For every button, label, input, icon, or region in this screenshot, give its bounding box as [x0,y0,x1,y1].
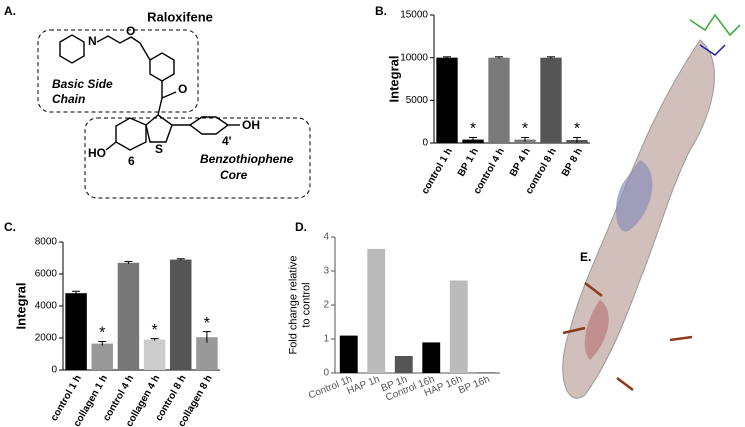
phenol [188,116,230,135]
y-tick-label: 0 [422,138,428,149]
y-tick-label: 15000 [400,10,428,21]
x-tick-label: BP 8 h [560,146,585,178]
y-tick-label: 4000 [35,301,58,312]
atom: N [88,34,97,48]
y-axis-label: Integral [13,283,28,330]
side-chain-label: Basic Side [52,77,113,91]
atom: 4' [222,134,232,148]
panel-label: C. [4,220,16,234]
y-tick-label: 2 [323,300,329,311]
bar [477,372,496,373]
y-tick-label: 0 [323,368,329,379]
core-label: Core [220,168,248,182]
y-tick-label: 10000 [400,52,428,63]
atom: O [178,82,187,96]
molecule-surface [562,13,741,399]
bar [196,337,218,370]
y-tick-label: 2000 [35,333,58,344]
bar [449,280,468,373]
significance-mark: * [522,121,528,138]
x-tick-label: BP 16h [457,374,491,396]
core-label: Benzothiophene [200,152,294,166]
atom: HO [88,146,106,160]
side-chain-box [37,29,199,113]
bar [143,339,166,370]
structure-title: Raloxifene [147,9,213,24]
bar [170,259,192,370]
significance-mark: * [204,315,210,332]
benzo [115,117,147,151]
significance-mark: * [574,121,580,138]
atom: OH [242,118,260,132]
y-tick-label: 0 [51,365,57,376]
bar [488,57,510,143]
x-tick-label: BP 1 h [456,146,481,178]
structure: Raloxifene N O O S OH 4' HO 6 Basic Side… [37,9,311,199]
bar [367,248,386,373]
x-tick-label: control 1 h [420,146,455,196]
side-chain-label: Chain [52,92,85,106]
y-tick-label: 8000 [35,237,58,248]
panel-label: E. [580,250,591,264]
panel-label: B. [375,4,387,18]
atom: 6 [128,154,135,168]
atom: S [155,142,163,156]
bar [65,293,87,370]
y-tick-label: 4 [323,232,329,243]
y-axis-label: Integral [386,56,401,103]
y-tick-label: 1 [323,334,329,345]
y-axis-label: Fold change relative [287,255,299,354]
y-tick-label: 6000 [35,269,58,280]
y-tick-label: 5000 [406,95,429,106]
bar [422,342,441,373]
bar [436,57,458,143]
benzene [149,52,175,82]
significance-mark: * [99,325,105,342]
bar [394,356,413,373]
core-box [84,117,311,199]
significance-mark: * [151,322,157,339]
bar [91,343,113,370]
bar [117,262,140,370]
y-axis-label: to control [300,282,312,327]
panel-label: D. [295,220,307,234]
y-tick-label: 3 [323,266,329,277]
atom: O [126,24,135,38]
significance-mark: * [470,121,476,138]
bar [339,335,358,373]
chain [96,35,141,44]
bar [540,57,562,143]
piperidine [59,34,85,64]
thiophene [145,114,173,143]
x-tick-label: BP 4 h [508,146,533,178]
panel-label: A. [4,4,16,18]
